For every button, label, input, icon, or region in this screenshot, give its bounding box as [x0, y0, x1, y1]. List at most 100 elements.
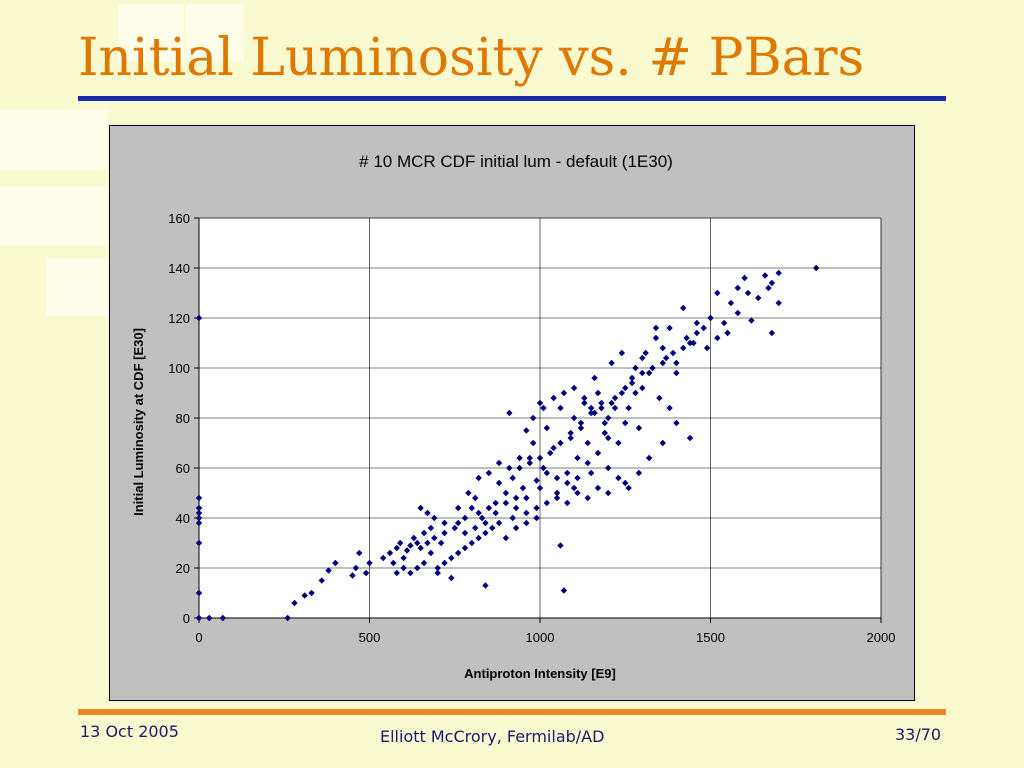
data-point [492, 499, 499, 507]
data-point [714, 334, 721, 342]
data-point [195, 514, 203, 522]
data-point [502, 499, 510, 507]
data-point [403, 547, 411, 554]
data-point [662, 354, 670, 362]
data-point [465, 489, 472, 497]
data-point [441, 529, 448, 537]
y-tick-label: 0 [183, 611, 190, 626]
data-point [523, 519, 530, 527]
data-point [560, 587, 568, 594]
data-point [390, 559, 397, 567]
data-point [720, 319, 728, 327]
background-block [118, 4, 184, 62]
data-point [441, 559, 448, 567]
data-point [649, 364, 656, 372]
data-point [611, 394, 619, 402]
data-point [356, 549, 363, 557]
data-point [308, 589, 315, 597]
data-point [652, 334, 660, 342]
data-point [765, 284, 772, 292]
data-point [461, 514, 469, 522]
y-tick-label: 140 [168, 261, 190, 276]
data-point [598, 404, 605, 412]
data-point [618, 349, 626, 357]
data-point [195, 314, 203, 322]
data-point [587, 404, 595, 412]
x-tick-label: 2000 [867, 630, 896, 645]
data-point [703, 344, 711, 352]
data-point [570, 414, 578, 422]
footer-author: Elliott McCrory, Fermilab/AD [380, 727, 605, 746]
data-point [741, 274, 748, 282]
x-tick-label: 1500 [696, 630, 725, 645]
chart-title: # 10 MCR CDF initial lum - default (1E30… [359, 152, 673, 171]
y-tick-label: 160 [168, 211, 190, 226]
data-point [349, 572, 356, 579]
data-point [509, 474, 516, 482]
data-point [652, 324, 660, 332]
data-point [414, 539, 421, 547]
data-point [587, 469, 595, 477]
data-point [352, 564, 360, 572]
data-point [441, 519, 448, 527]
y-axis-ticks: 0 20 40 60 80 100 120 140 160 [168, 211, 199, 626]
data-point [594, 484, 602, 492]
data-point [734, 284, 741, 292]
data-point [550, 394, 557, 402]
data-point [206, 614, 213, 622]
x-axis-ticks: 0 500 1000 1500 2000 [195, 618, 895, 645]
data-point [659, 439, 666, 447]
data-point [362, 569, 370, 577]
y-tick-label: 100 [168, 361, 190, 376]
data-point [393, 569, 400, 577]
data-point [813, 264, 820, 272]
data-point [454, 549, 462, 557]
data-point [461, 544, 469, 552]
data-point [584, 439, 591, 447]
data-point [396, 539, 404, 547]
data-point [547, 449, 554, 457]
data-point [680, 304, 687, 312]
data-point [410, 534, 418, 542]
data-point [659, 359, 666, 367]
data-point [724, 329, 731, 337]
data-point [448, 554, 455, 562]
data-point [635, 424, 643, 432]
footer-date: 13 Oct 2005 [80, 722, 179, 741]
data-point [451, 524, 458, 532]
data-point [475, 474, 482, 482]
background-block [0, 110, 108, 170]
data-point [570, 484, 578, 492]
data-point [570, 384, 578, 392]
data-point [454, 519, 462, 527]
data-point [618, 389, 626, 397]
data-point [417, 544, 424, 552]
title-underline [78, 96, 946, 101]
data-point [468, 504, 475, 512]
data-point [564, 469, 571, 477]
data-point [284, 614, 291, 622]
data-point [622, 384, 629, 392]
data-point [564, 499, 571, 507]
data-point [420, 559, 428, 567]
data-point [219, 614, 227, 622]
data-point [639, 384, 646, 392]
data-point [686, 339, 694, 347]
data-point [625, 484, 632, 492]
data-point [431, 534, 438, 542]
data-point [608, 399, 615, 407]
data-point [407, 569, 414, 577]
data-point [594, 449, 602, 457]
data-point [502, 534, 510, 542]
data-point [611, 404, 619, 412]
data-point [669, 349, 677, 357]
data-point [195, 519, 203, 527]
data-point [400, 564, 407, 572]
data-point [478, 514, 486, 522]
slide-title: Initial Luminosity vs. # PBars [78, 28, 865, 88]
y-tick-label: 40 [176, 511, 190, 526]
data-point [482, 582, 489, 589]
data-point [468, 539, 475, 547]
data-point [512, 494, 520, 502]
data-point [509, 514, 516, 522]
